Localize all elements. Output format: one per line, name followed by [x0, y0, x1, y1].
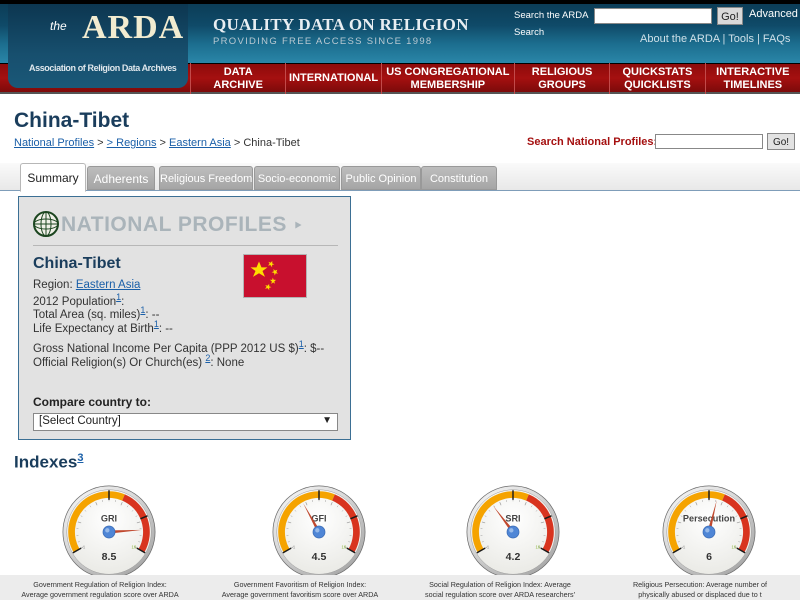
svg-text:GRI: GRI — [101, 513, 117, 523]
svg-text:4.2: 4.2 — [506, 551, 521, 563]
svg-text:10: 10 — [132, 544, 137, 549]
svg-text:10: 10 — [732, 544, 737, 549]
svg-text:6: 6 — [706, 551, 712, 563]
svg-text:8.5: 8.5 — [102, 551, 117, 563]
svg-text:10: 10 — [342, 544, 347, 549]
svg-text:4.5: 4.5 — [312, 551, 327, 563]
svg-text:SRI: SRI — [505, 513, 520, 523]
svg-text:10: 10 — [536, 544, 541, 549]
svg-text:Persecution: Persecution — [683, 513, 735, 523]
